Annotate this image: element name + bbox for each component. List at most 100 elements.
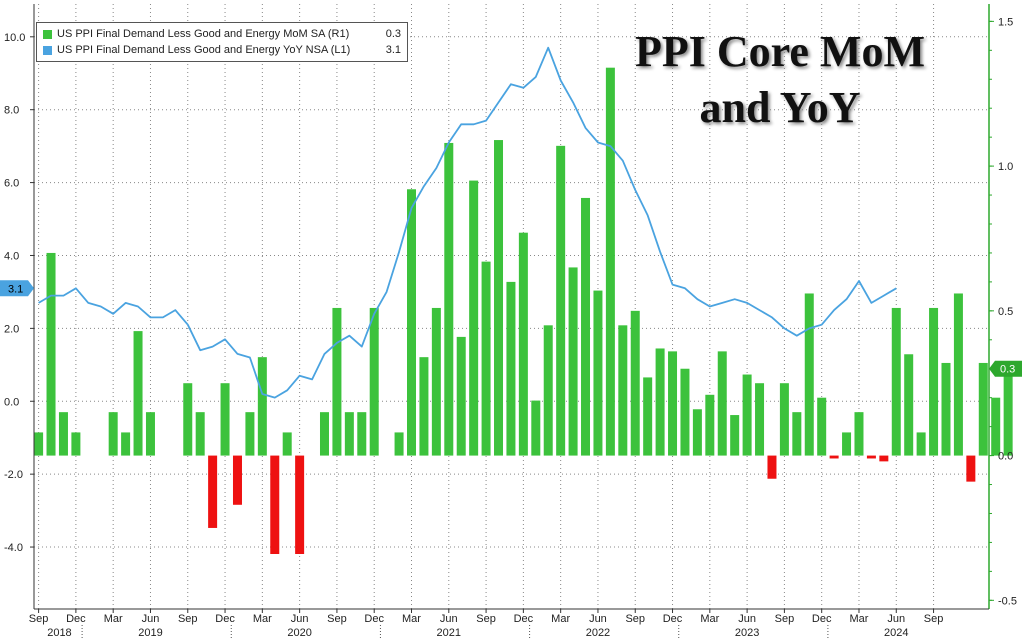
x-tick-label: Dec	[812, 613, 832, 625]
legend-swatch-yoy	[43, 45, 52, 55]
bar-mom	[804, 293, 814, 456]
left-tick-label: 2.0	[4, 323, 19, 335]
legend-value-mom: 0.3	[385, 28, 401, 40]
bar-mom	[58, 412, 68, 456]
right-tick-label: 1.0	[998, 161, 1013, 173]
bar-mom	[34, 432, 44, 456]
right-tick-label: 1.5	[998, 16, 1013, 28]
bar-mom	[692, 409, 702, 456]
current-value-marker-mom	[989, 360, 1022, 377]
bar-mom	[357, 412, 367, 456]
legend: US PPI Final Demand Less Good and Energy…	[36, 22, 408, 62]
bar-mom	[295, 455, 305, 554]
bar-mom	[767, 455, 777, 479]
bar-mom	[829, 455, 839, 459]
left-tick-label: 6.0	[4, 178, 19, 190]
x-tick-label: Dec	[514, 613, 534, 625]
bar-mom	[953, 293, 963, 456]
line-yoy-group	[38, 46, 897, 399]
bar-mom	[668, 351, 678, 456]
bar-mom	[518, 232, 528, 456]
bar-mom	[866, 455, 876, 459]
right-tick-label: -0.5	[998, 595, 1017, 607]
bar-mom	[605, 67, 615, 456]
bar-mom	[891, 307, 901, 456]
bar-mom	[792, 412, 802, 456]
bar-mom	[319, 412, 329, 456]
bar-mom	[978, 362, 988, 456]
x-year-label: 2023	[735, 627, 759, 639]
left-tick-label: 10.0	[4, 32, 25, 44]
axes: 10.0 8.0 6.0 4.0 2.0 0.0 -2.0 -4.0 1.5 1.0 0.5 0.0 -…	[0, 4, 1022, 639]
bar-mom	[270, 455, 280, 554]
bar-mom	[779, 383, 789, 456]
bar-mom	[133, 331, 143, 456]
bar-mom	[220, 383, 230, 456]
bar-mom	[941, 362, 951, 456]
bar-mom	[332, 307, 342, 456]
chart-title-line-2: and YoY	[699, 83, 861, 132]
bar-mom	[232, 455, 242, 505]
chart-title-line-1: PPI Core MoM	[635, 27, 925, 76]
x-tick-label: Dec	[215, 613, 235, 625]
bars-mom	[34, 67, 1013, 554]
bar-mom	[854, 412, 864, 456]
bar-mom	[183, 383, 193, 456]
legend-label-yoy: US PPI Final Demand Less Good and Energy…	[57, 44, 351, 56]
bar-mom	[556, 145, 566, 456]
x-tick-label: Sep	[178, 613, 198, 625]
bar-mom	[630, 310, 640, 456]
x-tick-label: Mar	[700, 613, 719, 625]
bar-mom	[245, 412, 255, 456]
bar-mom	[991, 397, 1001, 456]
bar-mom	[755, 383, 765, 456]
bar-mom	[257, 357, 267, 456]
legend-swatch-mom	[43, 29, 52, 39]
x-tick-label: Sep	[327, 613, 347, 625]
bar-mom	[46, 252, 56, 456]
bar-mom	[419, 357, 429, 456]
bar-mom	[705, 394, 715, 456]
x-tick-label: Mar	[104, 613, 123, 625]
x-tick-label: Mar	[402, 613, 421, 625]
x-tick-label: Sep	[924, 613, 944, 625]
bar-mom	[394, 432, 404, 456]
bar-mom	[1003, 365, 1013, 456]
bar-mom	[407, 189, 416, 456]
bar-mom	[431, 307, 441, 456]
bar-mom	[208, 455, 218, 528]
left-tick-label: -4.0	[4, 542, 23, 554]
bar-mom	[481, 261, 491, 456]
bar-mom	[568, 267, 578, 456]
bar-mom	[195, 412, 205, 456]
bar-mom	[71, 432, 81, 456]
legend-item-mom: US PPI Final Demand Less Good and Energy…	[43, 26, 401, 42]
x-tick-label: Sep	[775, 613, 795, 625]
bar-mom	[543, 325, 553, 456]
bar-mom	[680, 368, 690, 456]
x-tick-label: Mar	[253, 613, 272, 625]
bar-mom	[456, 336, 466, 456]
x-tick-label: Dec	[663, 613, 683, 625]
x-tick-label: Jun	[291, 613, 309, 625]
x-year-label: 2024	[884, 627, 908, 639]
x-year-label: 2020	[287, 627, 311, 639]
x-tick-label: Mar	[551, 613, 570, 625]
current-value-label-yoy: 3.1	[8, 283, 23, 295]
bar-mom	[904, 354, 914, 456]
bar-mom	[531, 400, 541, 456]
bar-mom	[618, 325, 628, 456]
left-tick-label: 0.0	[4, 396, 19, 408]
legend-label-mom: US PPI Final Demand Less Good and Energy…	[57, 28, 350, 40]
x-year-label: 2022	[586, 627, 610, 639]
bar-mom	[842, 432, 852, 456]
x-tick-label: Jun	[589, 613, 607, 625]
bar-mom	[108, 412, 118, 456]
bar-mom	[817, 397, 827, 456]
bar-mom	[730, 415, 740, 456]
bar-mom	[966, 455, 976, 482]
left-tick-label: 4.0	[4, 250, 19, 262]
bar-mom	[469, 180, 479, 456]
current-value-label-mom: 0.3	[1000, 364, 1015, 376]
bar-mom	[282, 432, 292, 456]
